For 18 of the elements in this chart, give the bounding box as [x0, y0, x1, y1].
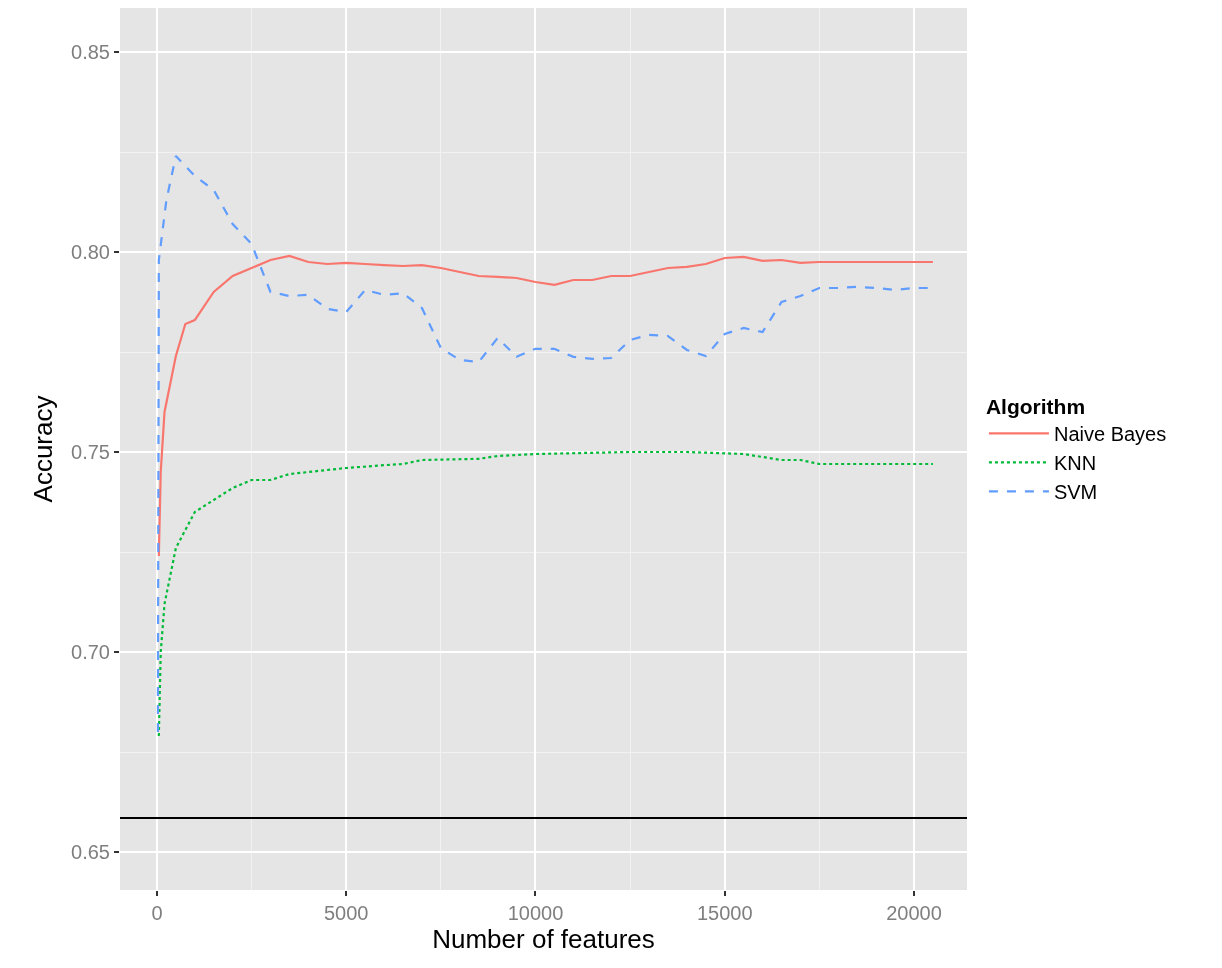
legend-label: Naive Bayes — [1053, 423, 1167, 446]
y-tick-label: 0.70 — [71, 641, 110, 663]
x-axis-title: Number of features — [432, 924, 655, 954]
legend-title: Algorithm — [985, 394, 1086, 418]
line-series — [157, 450, 935, 738]
x-tick-label: 5000 — [323, 902, 369, 924]
line-series — [157, 254, 935, 558]
legend-label: KNN — [1053, 452, 1097, 475]
y-tick-label: 0.75 — [71, 441, 110, 463]
y-axis-title: Accuracy — [28, 395, 59, 503]
y-tick-label: 0.85 — [71, 41, 110, 63]
x-tick-label: 0 — [151, 902, 163, 924]
x-tick-label: 15000 — [696, 902, 753, 924]
y-tick-label: 0.80 — [71, 241, 110, 263]
y-tick-label: 0.65 — [71, 841, 110, 863]
x-tick-label: 10000 — [507, 902, 564, 924]
legend-label: SVM — [1053, 481, 1098, 504]
x-tick-label: 20000 — [886, 902, 942, 924]
